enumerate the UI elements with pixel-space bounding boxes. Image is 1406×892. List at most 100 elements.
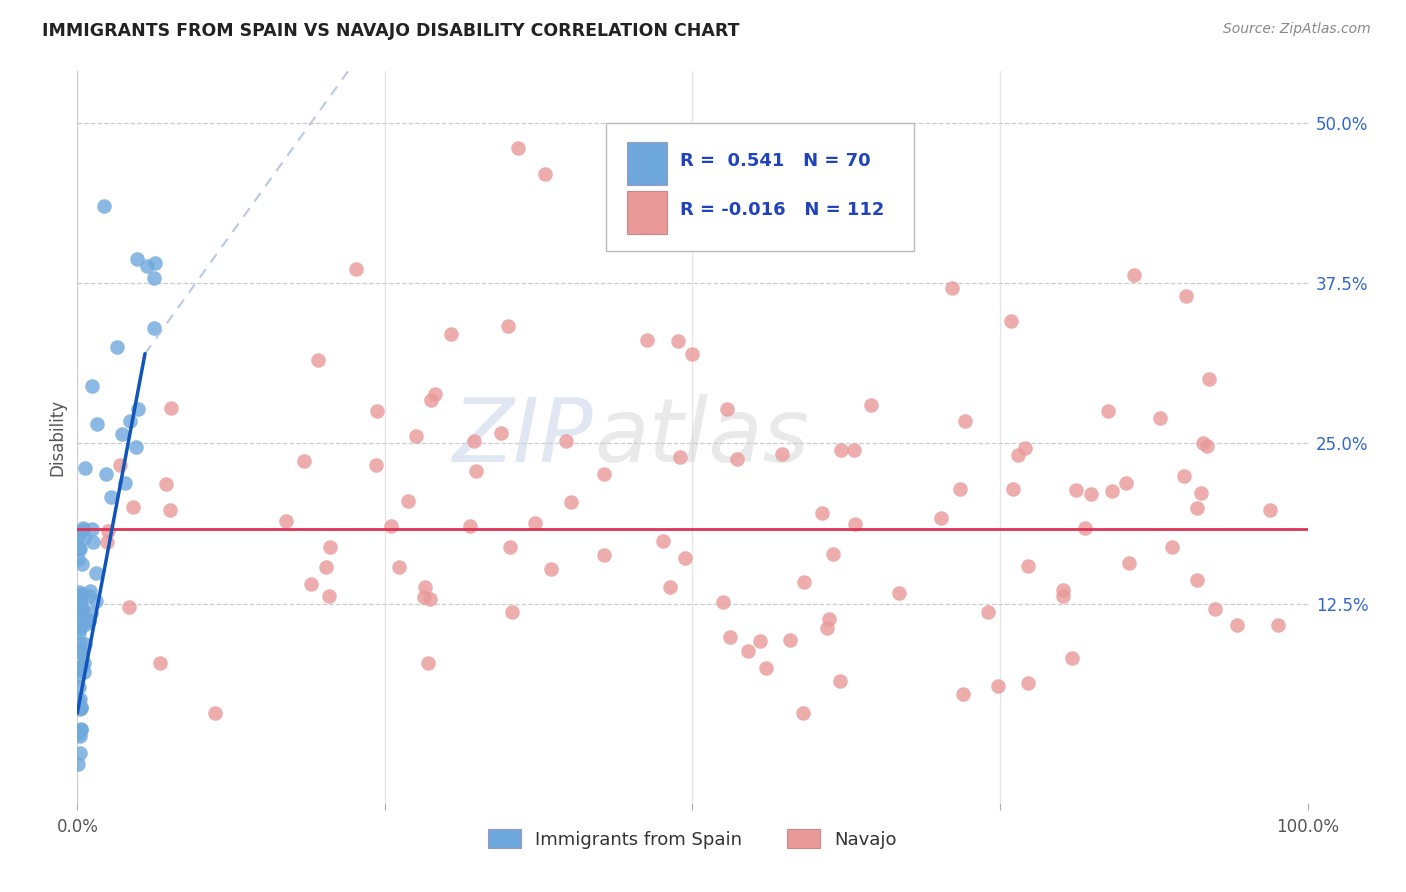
Legend: Immigrants from Spain, Navajo: Immigrants from Spain, Navajo xyxy=(481,822,904,856)
Point xyxy=(463,434,485,448)
Point xyxy=(69,729,91,743)
Point xyxy=(67,584,90,599)
Point xyxy=(292,454,315,468)
Point xyxy=(720,630,742,644)
Point xyxy=(725,451,748,466)
Point xyxy=(75,616,97,631)
Point xyxy=(949,482,972,496)
Point xyxy=(315,560,337,574)
Point xyxy=(80,522,103,536)
Point xyxy=(67,668,90,682)
FancyBboxPatch shape xyxy=(606,122,914,251)
Point xyxy=(792,706,814,720)
Point xyxy=(1175,289,1198,303)
Point xyxy=(749,633,772,648)
Point xyxy=(149,656,172,670)
Bar xyxy=(627,191,666,234)
Point xyxy=(67,681,90,695)
Point xyxy=(668,334,690,348)
Point xyxy=(1149,410,1171,425)
Point xyxy=(110,426,132,441)
Point xyxy=(1173,469,1195,483)
Point xyxy=(821,548,844,562)
Point xyxy=(67,529,90,543)
Point xyxy=(1052,589,1074,603)
Point xyxy=(941,281,963,295)
Point xyxy=(69,662,91,676)
Point xyxy=(159,502,181,516)
Point xyxy=(416,657,439,671)
Point xyxy=(1267,618,1289,632)
Point xyxy=(1226,618,1249,632)
Point xyxy=(136,260,159,274)
Point xyxy=(1074,520,1097,534)
Point xyxy=(418,592,440,607)
Point xyxy=(593,549,616,563)
Text: R =  0.541   N = 70: R = 0.541 N = 70 xyxy=(681,153,870,170)
Point xyxy=(555,434,578,448)
Point xyxy=(69,606,91,620)
Point xyxy=(675,550,697,565)
Point xyxy=(1064,483,1087,497)
Point xyxy=(125,252,148,267)
Point xyxy=(307,352,329,367)
Point xyxy=(976,606,998,620)
Point xyxy=(651,533,673,548)
Point xyxy=(636,333,658,347)
Point xyxy=(70,699,93,714)
Point xyxy=(66,551,89,566)
Point xyxy=(346,262,368,277)
Point xyxy=(491,426,513,441)
Point xyxy=(860,398,883,412)
Point xyxy=(72,521,94,535)
Point xyxy=(1060,651,1083,665)
Point xyxy=(72,665,94,680)
Point xyxy=(1080,487,1102,501)
Point xyxy=(73,531,96,545)
Point xyxy=(66,727,89,741)
Point xyxy=(77,614,100,628)
Point xyxy=(716,401,738,416)
Point xyxy=(1197,438,1219,452)
Point xyxy=(69,722,91,736)
Point xyxy=(143,256,166,270)
Point xyxy=(779,633,801,648)
Point xyxy=(658,580,681,594)
Point xyxy=(420,392,443,407)
Point xyxy=(1052,582,1074,597)
Point xyxy=(540,562,562,576)
Point xyxy=(682,346,704,360)
Point xyxy=(97,524,120,538)
Point xyxy=(830,673,852,688)
Point xyxy=(67,693,90,707)
Point xyxy=(79,607,101,621)
Point xyxy=(72,557,94,571)
Point xyxy=(1204,602,1226,616)
Point xyxy=(366,404,388,418)
Point xyxy=(143,321,166,335)
Point xyxy=(82,535,104,549)
Point xyxy=(105,340,128,354)
Point xyxy=(737,643,759,657)
Point xyxy=(534,167,557,181)
Point xyxy=(1123,268,1146,282)
Text: IMMIGRANTS FROM SPAIN VS NAVAJO DISABILITY CORRELATION CHART: IMMIGRANTS FROM SPAIN VS NAVAJO DISABILI… xyxy=(42,22,740,40)
Point xyxy=(67,625,90,640)
Point xyxy=(405,428,427,442)
Point xyxy=(364,458,387,473)
Point xyxy=(82,378,104,392)
Y-axis label: Disability: Disability xyxy=(48,399,66,475)
Point xyxy=(458,519,481,533)
Point xyxy=(69,702,91,716)
Point xyxy=(67,541,90,555)
Point xyxy=(155,476,177,491)
Point xyxy=(1014,441,1036,455)
Point xyxy=(844,516,866,531)
Point xyxy=(77,589,100,603)
Point xyxy=(396,494,419,508)
Point xyxy=(1101,484,1123,499)
Point xyxy=(929,510,952,524)
Point xyxy=(69,541,91,556)
Point xyxy=(1007,449,1029,463)
Point xyxy=(69,591,91,606)
